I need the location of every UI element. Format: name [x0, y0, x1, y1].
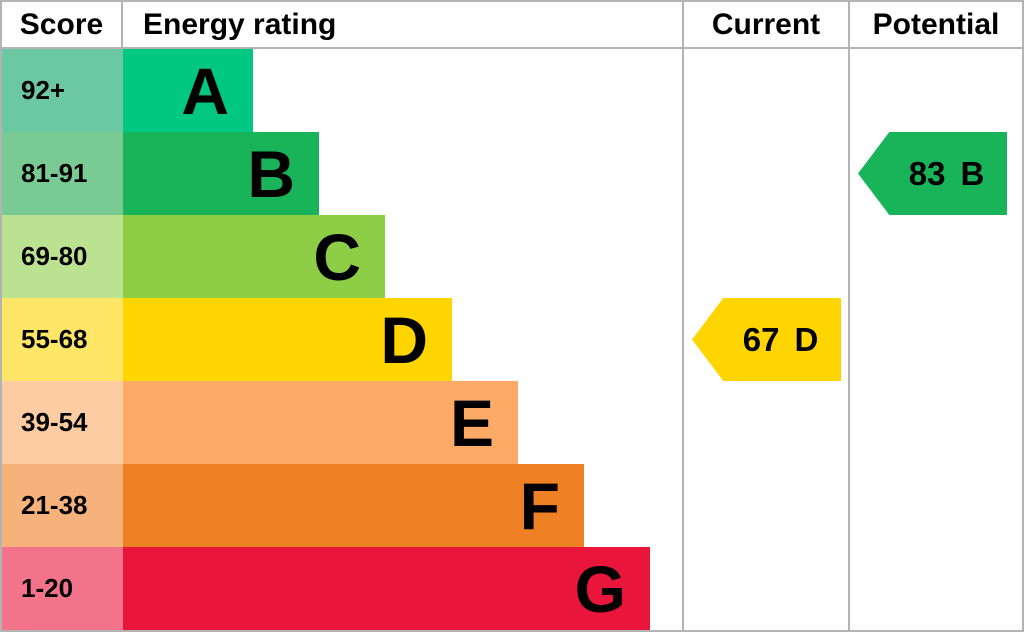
- band-bar: D: [123, 298, 452, 381]
- current-rating-arrow: 67 D: [692, 298, 841, 381]
- band-score-range: 39-54: [2, 381, 123, 464]
- band-row: 92+ A: [2, 49, 684, 132]
- band-letter: G: [574, 551, 626, 626]
- band-row: 1-20 G: [2, 547, 684, 630]
- band-row: 21-38 F: [2, 464, 684, 547]
- header-bottom-border: [2, 47, 1022, 49]
- band-score-range: 21-38: [2, 464, 123, 547]
- band-row: 39-54 E: [2, 381, 684, 464]
- band-bar: B: [123, 132, 319, 215]
- potential-score-value: 83: [908, 154, 946, 192]
- band-letter: D: [380, 302, 428, 377]
- potential-column-divider: [848, 2, 850, 630]
- band-bar: F: [123, 464, 584, 547]
- band-bar: A: [123, 49, 253, 132]
- band-letter: E: [449, 385, 494, 460]
- score-rating-header-divider: [121, 2, 123, 47]
- band-bar: E: [123, 381, 518, 464]
- band-row: 81-91 B: [2, 132, 684, 215]
- band-bar: C: [123, 215, 385, 298]
- potential-rating-arrow: 83 B: [858, 132, 1007, 215]
- band-score-range: 92+: [2, 49, 123, 132]
- band-letter: B: [247, 136, 295, 211]
- band-score-range: 55-68: [2, 298, 123, 381]
- band-letter: F: [519, 468, 560, 543]
- current-score-value: 67: [742, 320, 780, 358]
- energy-rating-column-header: Energy rating: [143, 7, 337, 41]
- score-column-header: Score: [19, 7, 104, 41]
- band-row: 55-68 D: [2, 298, 684, 381]
- band-row: 69-80 C: [2, 215, 684, 298]
- band-score-range: 1-20: [2, 547, 123, 630]
- band-rows: 92+ A 81-91 B 69-80 C 55-68 D 39-54 E 21…: [2, 49, 684, 630]
- band-letter: A: [181, 53, 229, 128]
- potential-band-letter: B: [960, 154, 985, 192]
- band-score-range: 69-80: [2, 215, 123, 298]
- band-score-range: 81-91: [2, 132, 123, 215]
- potential-column-header: Potential: [872, 7, 1000, 41]
- band-bar: G: [123, 547, 650, 630]
- current-column-divider: [682, 2, 684, 630]
- band-letter: C: [313, 219, 361, 294]
- current-column-header: Current: [711, 7, 821, 41]
- current-band-letter: D: [794, 320, 819, 358]
